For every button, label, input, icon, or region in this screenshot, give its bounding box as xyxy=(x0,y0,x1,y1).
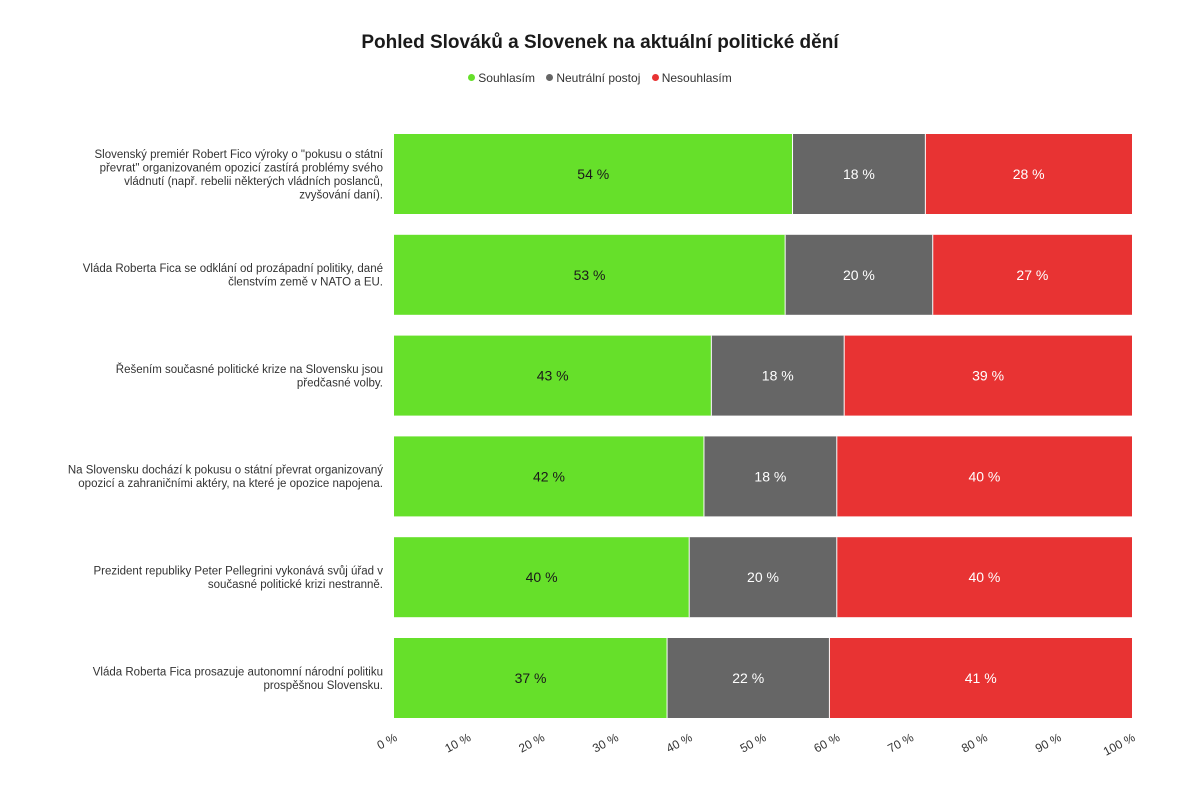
data-label: 20 % xyxy=(747,569,779,585)
bar-segment xyxy=(394,537,690,618)
x-tick-label: 0 % xyxy=(375,730,400,752)
category-label: Prezident republiky Peter Pellegrini vyk… xyxy=(93,565,383,591)
legend: Souhlasím Neutrální postoj Nesouhlasím xyxy=(0,70,1200,85)
category-label-line: členstvím země v NATO a EU. xyxy=(228,277,383,289)
data-label: 53 % xyxy=(574,267,606,283)
bar-segment xyxy=(689,537,837,618)
bar-segment xyxy=(394,638,668,718)
category-label-line: Vláda Roberta Fica se odklání od prozápa… xyxy=(83,263,383,275)
data-label: 41 % xyxy=(965,670,997,686)
bar-segment xyxy=(829,638,1132,718)
legend-swatch-neutral xyxy=(546,74,554,81)
data-label: 43 % xyxy=(537,368,569,384)
data-label: 40 % xyxy=(968,468,1000,484)
bar-segment xyxy=(711,335,845,416)
category-label: Slovenský premiér Robert Fico výroky o "… xyxy=(94,149,383,202)
x-tick-label: 80 % xyxy=(959,730,990,755)
bar-segment xyxy=(667,638,830,718)
category-label: Vláda Roberta Fica prosazuje autonomní n… xyxy=(93,666,383,692)
data-label: 54 % xyxy=(577,166,609,182)
data-label: 22 % xyxy=(732,670,764,686)
category-label-line: vládnutí (např. rebelii některých vládní… xyxy=(124,176,383,188)
data-label: 40 % xyxy=(968,569,1000,585)
data-label: 39 % xyxy=(972,368,1004,384)
x-tick-label: 100 % xyxy=(1101,730,1138,758)
bar-segment xyxy=(703,436,837,517)
legend-swatch-disagree xyxy=(651,74,659,81)
data-label: 18 % xyxy=(754,468,786,484)
category-label-line: prospěšnou Slovensku. xyxy=(263,680,383,692)
legend-label-neutral: Neutrální postoj xyxy=(556,70,641,85)
bar-segment xyxy=(836,436,1132,517)
category-label-line: opozicí a zahraničními aktéry, na které … xyxy=(78,478,383,490)
bar-segment xyxy=(394,436,704,517)
legend-item-agree[interactable]: Souhlasím xyxy=(468,71,535,85)
bar-segment xyxy=(844,335,1132,416)
x-tick-label: 70 % xyxy=(885,730,916,755)
data-label: 40 % xyxy=(526,569,558,585)
category-label: Řešením současné politické krize na Slov… xyxy=(116,363,383,390)
legend-label-agree: Souhlasím xyxy=(478,70,535,85)
bar-segment xyxy=(394,234,786,315)
bar-segment xyxy=(394,335,712,416)
x-tick-label: 50 % xyxy=(738,730,769,755)
data-label: 37 % xyxy=(515,670,547,686)
legend-item-neutral[interactable]: Neutrální postoj xyxy=(546,71,640,85)
category-label-line: Vláda Roberta Fica prosazuje autonomní n… xyxy=(93,666,383,678)
category-label-line: předčasné volby. xyxy=(297,377,383,389)
data-label: 18 % xyxy=(762,368,794,384)
x-tick-label: 40 % xyxy=(664,730,695,755)
category-label: Vláda Roberta Fica se odklání od prozápa… xyxy=(83,263,383,289)
category-label: Na Slovensku dochází k pokusu o státní p… xyxy=(68,465,383,491)
bar-segment xyxy=(836,537,1132,618)
category-label-line: Prezident republiky Peter Pellegrini vyk… xyxy=(93,565,383,577)
bar-segment xyxy=(785,234,933,315)
x-tick-label: 60 % xyxy=(811,730,842,755)
category-label-line: současné politické krizi nestranně. xyxy=(208,579,383,591)
category-label-line: převrat" organizovaném opozicí zastírá p… xyxy=(100,162,383,174)
x-tick-label: 90 % xyxy=(1033,730,1064,755)
category-label-line: Řešením současné politické krize na Slov… xyxy=(116,363,383,376)
category-label-line: Na Slovensku dochází k pokusu o státní p… xyxy=(68,465,383,477)
data-label: 20 % xyxy=(843,267,875,283)
legend-swatch-agree xyxy=(468,74,476,81)
bar-segment xyxy=(792,134,926,214)
legend-label-disagree: Nesouhlasím xyxy=(661,70,732,85)
x-tick-label: 10 % xyxy=(442,730,473,755)
data-label: 42 % xyxy=(533,468,565,484)
bar-segment xyxy=(925,134,1132,214)
category-label-line: zvyšování daní). xyxy=(299,189,383,201)
category-label-line: Slovenský premiér Robert Fico výroky o "… xyxy=(94,149,383,161)
legend-item-disagree[interactable]: Nesouhlasím xyxy=(651,70,732,85)
data-label: 27 % xyxy=(1016,267,1048,283)
chart-title: Pohled Slováků a Slovenek na aktuální po… xyxy=(361,32,839,53)
bar-segment xyxy=(394,134,793,214)
x-tick-label: 20 % xyxy=(516,730,547,755)
data-label: 28 % xyxy=(1013,166,1045,182)
x-tick-label: 30 % xyxy=(590,730,621,755)
data-label: 18 % xyxy=(843,166,875,182)
bar-segment xyxy=(932,234,1132,315)
